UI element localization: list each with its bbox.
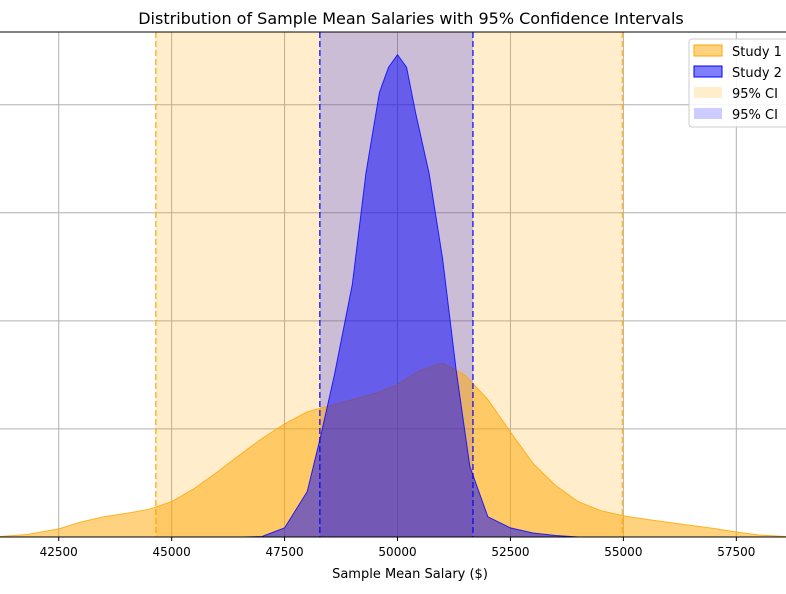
x-tick-label: 42500 — [40, 545, 78, 559]
chart-title: Distribution of Sample Mean Salaries wit… — [138, 9, 684, 28]
x-tick-label: 52500 — [491, 545, 529, 559]
x-tick-label: 50000 — [378, 545, 416, 559]
legend-swatch — [694, 87, 722, 98]
density-line — [243, 53, 579, 538]
legend-label: 95% CI — [732, 108, 778, 123]
legend-frame — [688, 38, 786, 128]
confidence-bounds — [155, 32, 624, 537]
legend-label: Study 2 — [732, 66, 782, 81]
density-area — [243, 54, 579, 537]
x-ticks: 42500 45000 47500 50000 52500 55000 57500 — [40, 537, 755, 559]
x-tick-label: 57500 — [717, 545, 755, 559]
legend: Study 1 Study 2 95% CI 95% CI — [688, 38, 786, 128]
x-tick-label: 45000 — [153, 545, 191, 559]
x-axis-label: Sample Mean Salary ($) — [332, 567, 488, 582]
axes — [0, 31, 786, 538]
legend-swatch — [693, 44, 723, 57]
legend-label: Study 1 — [732, 45, 782, 60]
density-series — [0, 53, 786, 538]
x-tick-label: 47500 — [265, 545, 303, 559]
legend-swatch — [693, 65, 723, 78]
x-tick-label: 55000 — [604, 545, 642, 559]
legend-label: 95% CI — [732, 87, 778, 102]
legend-swatch — [694, 108, 722, 119]
